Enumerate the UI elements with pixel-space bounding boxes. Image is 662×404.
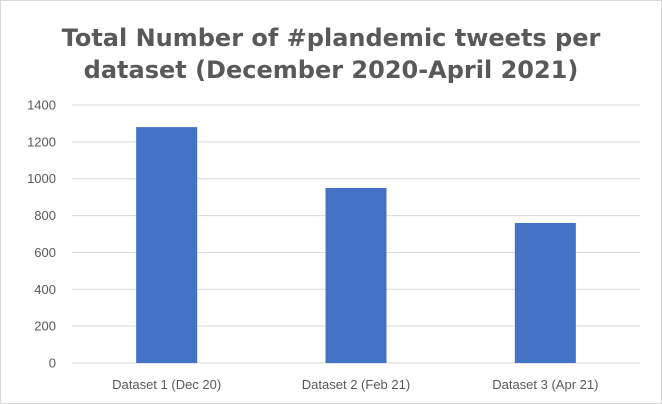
x-axis-tick-labels: Dataset 1 (Dec 20) Dataset 2 (Feb 21) Data…	[112, 377, 598, 392]
y-tick-label: 1400	[27, 98, 56, 113]
x-tick-label: Dataset 1 (Dec 20)	[112, 377, 221, 392]
y-tick-label: 800	[34, 208, 56, 223]
x-tick-label: Dataset 2 (Feb 21)	[302, 377, 410, 392]
y-tick-label: 0	[49, 356, 56, 371]
bars	[136, 127, 576, 363]
y-tick-label: 400	[34, 282, 56, 297]
bar	[325, 187, 387, 363]
x-tick-label: Dataset 3 (Apr 21)	[492, 377, 598, 392]
y-tick-label: 1200	[27, 134, 56, 149]
y-axis-tick-labels: 0 200 400 600 800 1000 1200 1400	[27, 98, 56, 371]
bar	[514, 222, 576, 363]
chart-title-line-2: dataset (December 2020-April 2021)	[83, 56, 579, 84]
y-tick-label: 600	[34, 245, 56, 260]
y-tick-label: 200	[34, 319, 56, 334]
bar	[136, 127, 198, 363]
y-tick-label: 1000	[27, 171, 56, 186]
chart-title: Total Number of #plandemic tweets per da…	[0, 22, 662, 86]
chart-title-line-1: Total Number of #plandemic tweets per	[61, 24, 601, 52]
